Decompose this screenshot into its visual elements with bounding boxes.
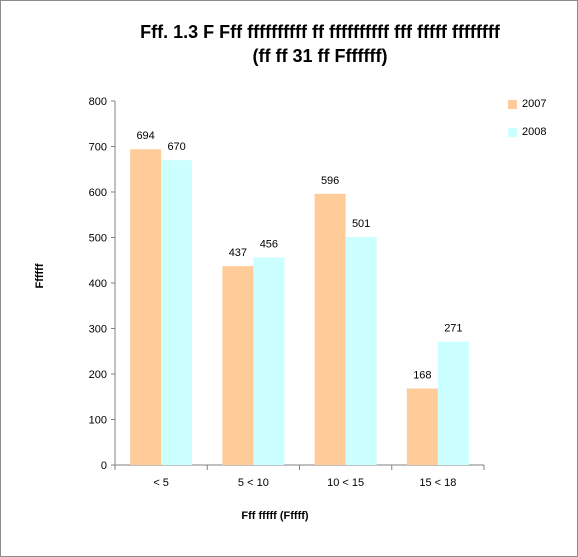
data-label-2008: 670 <box>167 141 185 153</box>
data-label-2007: 694 <box>136 130 154 142</box>
legend-swatch-2007 <box>508 99 517 109</box>
bar-2007 <box>314 193 346 465</box>
bar-2007 <box>130 149 162 466</box>
y-tick-label: 100 <box>89 415 107 427</box>
bar-2008 <box>161 160 193 465</box>
data-label-2007: 437 <box>229 247 247 259</box>
bar-2008 <box>253 257 285 465</box>
y-tick-label: 0 <box>101 460 107 472</box>
y-tick-label: 200 <box>89 369 107 381</box>
chart-title: Fff. 1.3 F Fff ffffffffff ff ffffffffff … <box>80 20 560 68</box>
bar-2007 <box>406 388 438 465</box>
data-label-2008: 501 <box>352 218 370 230</box>
y-tick-label: 600 <box>89 187 107 199</box>
chart-title-line1: Fff. 1.3 F Fff ffffffffff ff ffffffffff … <box>140 22 500 42</box>
x-tick-label: < 5 <box>153 477 169 489</box>
bar-2008 <box>437 341 469 465</box>
x-axis-label: Fff fffff (Fffff) <box>241 510 309 522</box>
data-label-2007: 596 <box>321 175 339 187</box>
data-label-2008: 271 <box>444 323 462 335</box>
y-tick-label: 800 <box>89 96 107 108</box>
y-tick-label: 400 <box>89 278 107 290</box>
data-label-2007: 168 <box>413 370 431 382</box>
data-label-2008: 456 <box>260 239 278 251</box>
legend-item-2008: 2008 <box>508 125 546 139</box>
legend-label-2007: 2007 <box>522 98 547 110</box>
legend-label-2008: 2008 <box>522 126 547 138</box>
x-tick-label: 10 < 15 <box>327 477 364 489</box>
bar-2008 <box>345 237 377 465</box>
legend-item-2007: 2007 <box>508 97 546 111</box>
legend: 2007 2008 <box>508 97 546 153</box>
chart-title-line2: (ff ff 31 ff Fffffff) <box>252 46 388 66</box>
y-tick-label: 700 <box>89 142 107 154</box>
y-tick-label: 300 <box>89 324 107 336</box>
y-tick-label: 500 <box>89 233 107 245</box>
legend-swatch-2008 <box>508 127 517 137</box>
bar-2007 <box>222 266 254 465</box>
x-tick-label: 15 < 18 <box>419 477 456 489</box>
x-tick-label: 5 < 10 <box>238 477 269 489</box>
